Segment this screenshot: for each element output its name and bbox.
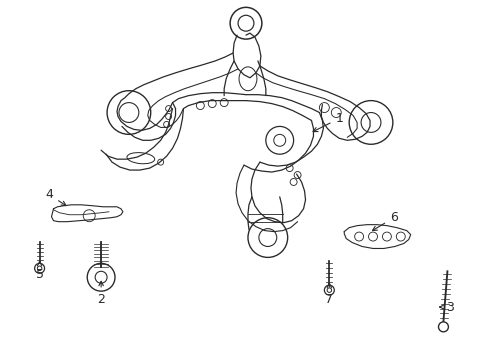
- Text: 5: 5: [36, 261, 44, 281]
- Text: 2: 2: [97, 281, 105, 306]
- Text: 3: 3: [440, 301, 454, 314]
- Text: 6: 6: [372, 211, 398, 230]
- Text: 4: 4: [46, 188, 66, 206]
- Text: 7: 7: [325, 283, 333, 306]
- Text: 1: 1: [313, 112, 343, 131]
